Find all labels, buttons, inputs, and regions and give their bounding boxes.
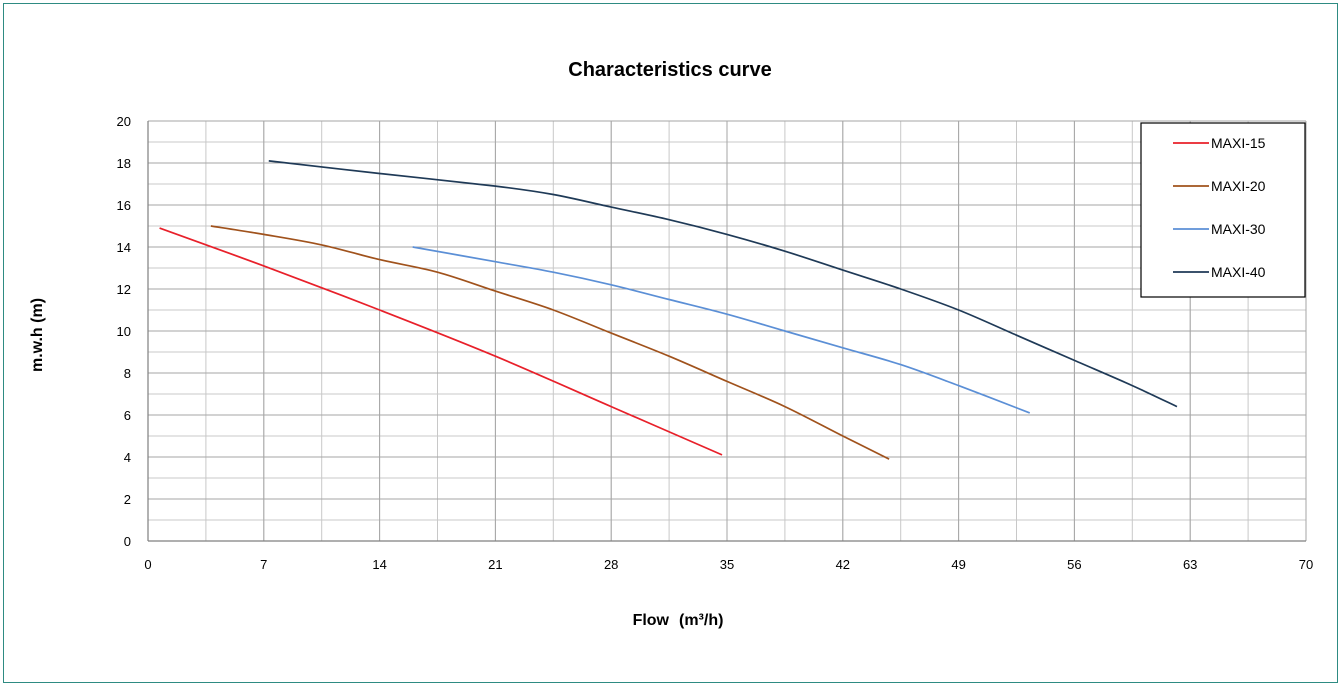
y-tick-label: 4 (124, 450, 131, 465)
y-tick-label: 10 (117, 324, 131, 339)
x-tick-label: 35 (720, 557, 734, 572)
y-tick-label: 18 (117, 156, 131, 171)
chart-title: Characteristics curve (568, 59, 771, 81)
series-line-maxi-30 (412, 246, 1031, 414)
series-group (159, 160, 1178, 460)
x-tick-label: 56 (1067, 557, 1081, 572)
series-line-maxi-40 (268, 160, 1178, 408)
legend-label: MAXI-30 (1211, 221, 1266, 237)
x-tick-label: 7 (260, 557, 267, 572)
x-tick-label: 28 (604, 557, 618, 572)
y-tick-label: 2 (124, 492, 131, 507)
x-axis-title: Flow (m³/h) (633, 612, 724, 629)
x-axis-title-name: Flow (633, 612, 670, 629)
y-tick-label: 0 (124, 534, 131, 549)
legend-label: MAXI-40 (1211, 264, 1266, 280)
x-tick-label: 49 (951, 557, 965, 572)
x-tick-label: 0 (144, 557, 151, 572)
y-tick-label: 20 (117, 114, 131, 129)
x-tick-label: 63 (1183, 557, 1197, 572)
series-line-maxi-20 (210, 225, 890, 460)
axes (147, 121, 1306, 542)
legend-label: MAXI-20 (1211, 178, 1266, 194)
x-tick-label: 42 (836, 557, 850, 572)
legend: MAXI-15 MAXI-20 MAXI-30 MAXI-40 (1140, 122, 1306, 298)
legend-box (1140, 122, 1306, 298)
series-line-maxi-15 (159, 227, 723, 456)
x-tick-label: 21 (488, 557, 502, 572)
y-tick-label: 16 (117, 198, 131, 213)
tick-labels: 0 7 14 21 28 35 42 49 56 63 70 0 2 4 6 8 10 12 14 16 18 20 (117, 114, 1314, 572)
y-tick-label: 12 (117, 282, 131, 297)
x-tick-label: 14 (372, 557, 386, 572)
x-tick-label: 70 (1299, 557, 1313, 572)
y-tick-label: 8 (124, 366, 131, 381)
legend-label: MAXI-15 (1211, 135, 1266, 151)
y-tick-label: 6 (124, 408, 131, 423)
grid (147, 120, 1307, 542)
y-tick-label: 14 (117, 240, 131, 255)
x-axis-title-unit: (m³/h) (679, 612, 723, 629)
y-axis-title: m.w.h (m) (29, 298, 46, 372)
